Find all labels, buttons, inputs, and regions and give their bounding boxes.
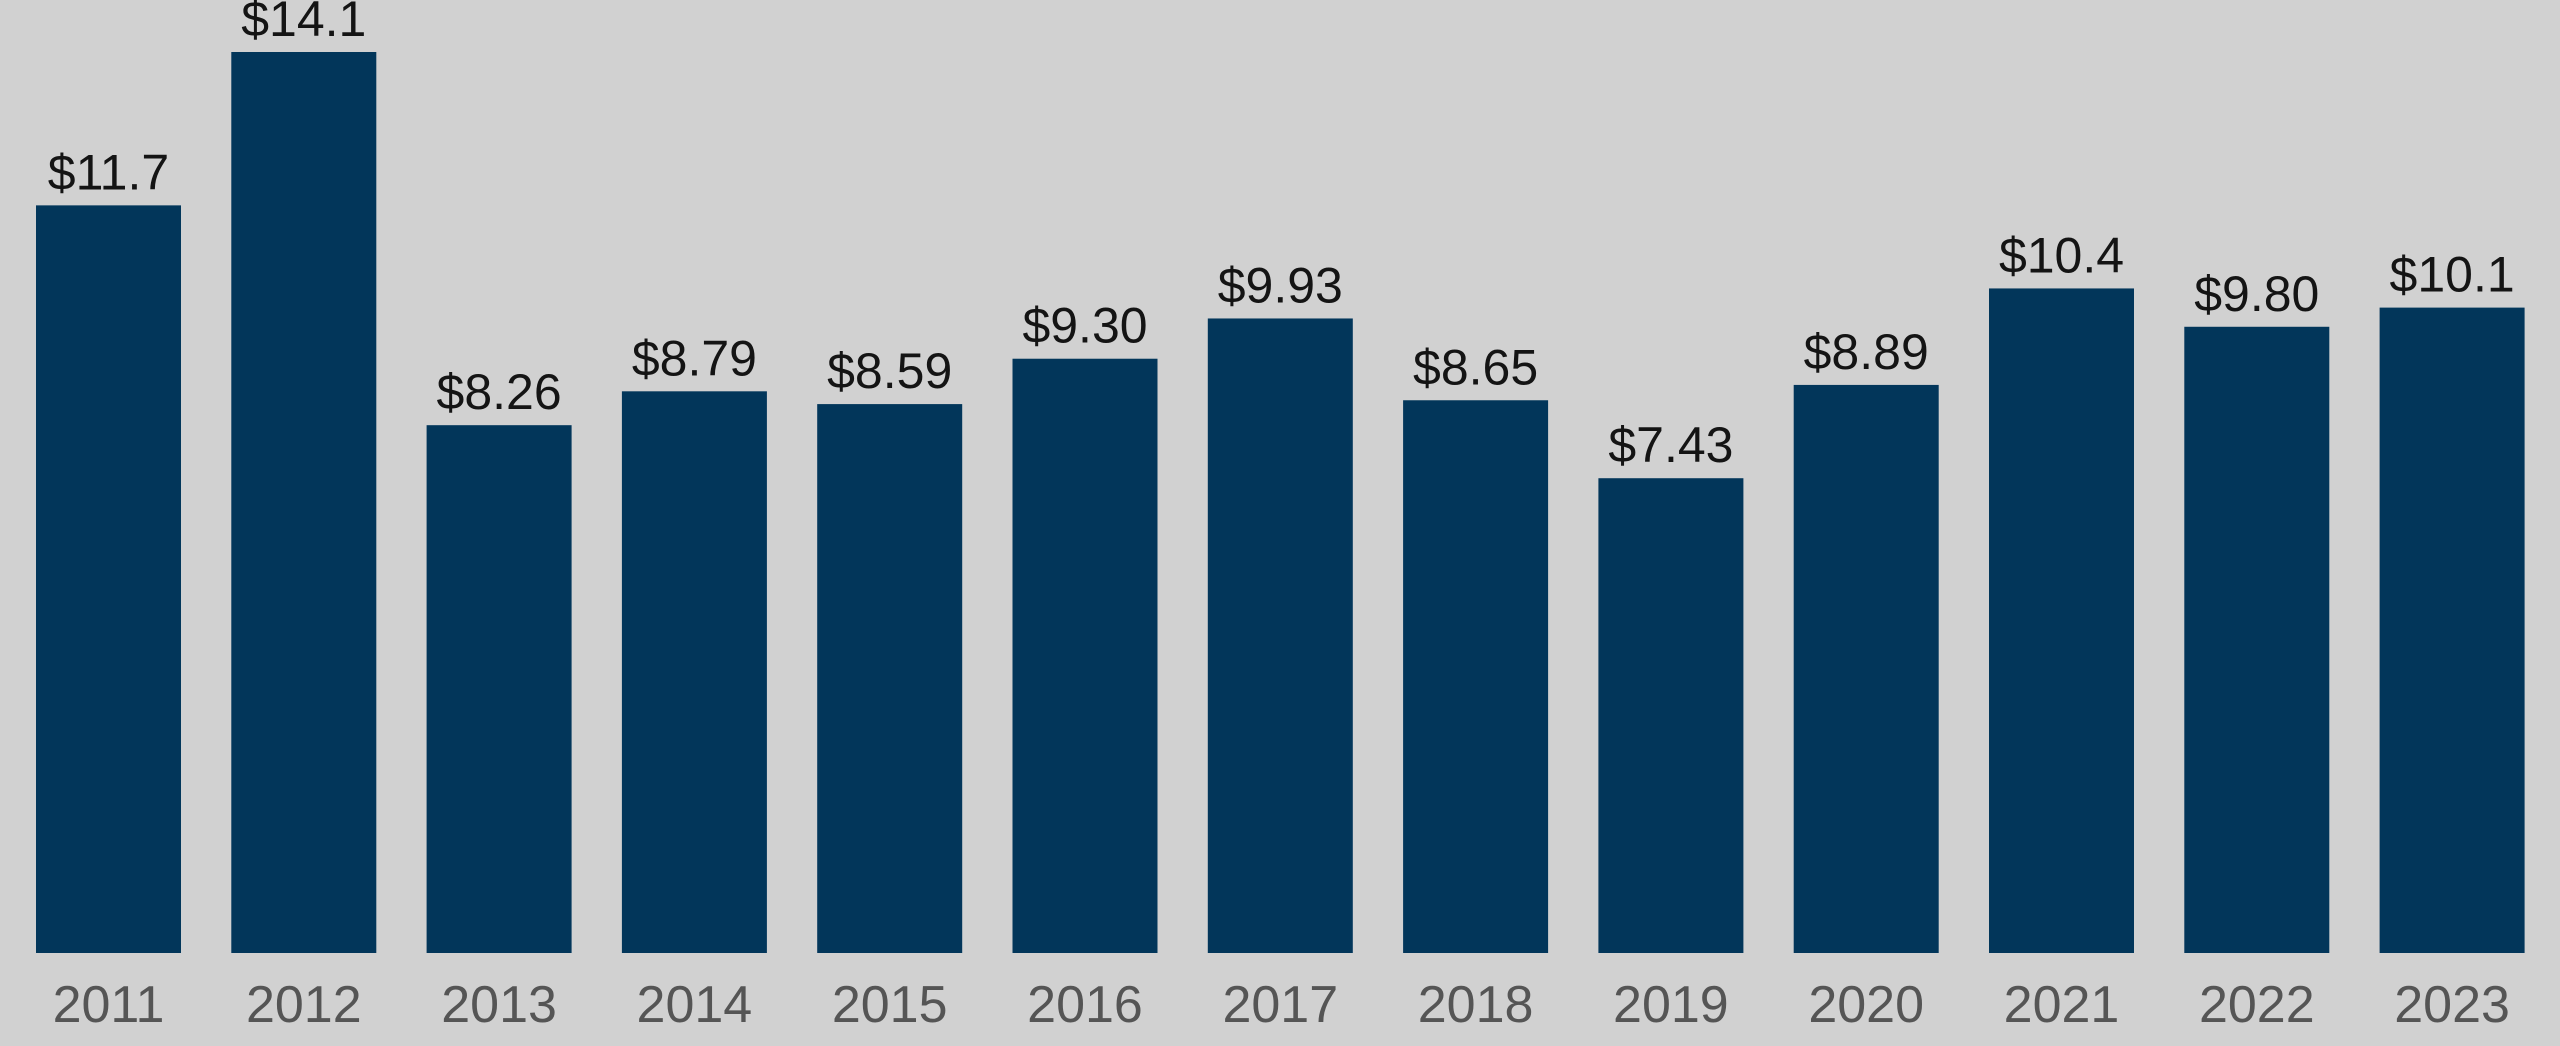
bar xyxy=(1598,478,1744,953)
x-tick-label: 2019 xyxy=(1613,976,1729,1034)
x-tick-label: 2018 xyxy=(1418,976,1534,1034)
bar xyxy=(426,425,572,953)
value-label: $8.65 xyxy=(1413,339,1538,395)
value-label: $10.1 xyxy=(2390,247,2515,303)
value-label: $7.43 xyxy=(1608,417,1733,473)
bar xyxy=(1403,400,1549,953)
bar xyxy=(621,391,767,954)
x-tick-label: 2022 xyxy=(2199,976,2315,1034)
value-label: $8.26 xyxy=(437,364,562,420)
value-label: $14.1 xyxy=(241,0,366,47)
value-label: $10.4 xyxy=(1999,227,2124,283)
bar xyxy=(2184,326,2330,953)
x-tick-label: 2017 xyxy=(1222,976,1338,1034)
bar xyxy=(1989,288,2134,953)
bar xyxy=(817,404,963,953)
bar xyxy=(1207,318,1353,953)
value-label: $11.7 xyxy=(48,144,169,200)
x-tick-label: 2011 xyxy=(53,976,165,1034)
x-tick-label: 2015 xyxy=(832,976,948,1034)
x-tick-label: 2016 xyxy=(1027,976,1143,1034)
value-label: $8.89 xyxy=(1804,324,1929,380)
x-tick-label: 2023 xyxy=(2394,976,2510,1034)
value-label: $9.80 xyxy=(2194,266,2319,322)
x-tick-label: 2012 xyxy=(246,976,362,1034)
bar xyxy=(231,52,377,953)
x-tick-label: 2013 xyxy=(441,976,557,1034)
x-tick-label: 2014 xyxy=(637,976,753,1034)
value-label: $8.79 xyxy=(632,330,757,386)
value-label: $9.93 xyxy=(1218,257,1343,313)
bar xyxy=(1012,358,1158,954)
bar xyxy=(36,205,181,954)
bar xyxy=(1793,384,1939,953)
value-label: $9.30 xyxy=(1022,298,1147,354)
bar xyxy=(2379,307,2525,953)
x-tick-label: 2021 xyxy=(2004,976,2120,1034)
x-tick-label: 2020 xyxy=(1808,976,1924,1034)
value-label: $8.59 xyxy=(827,343,952,399)
